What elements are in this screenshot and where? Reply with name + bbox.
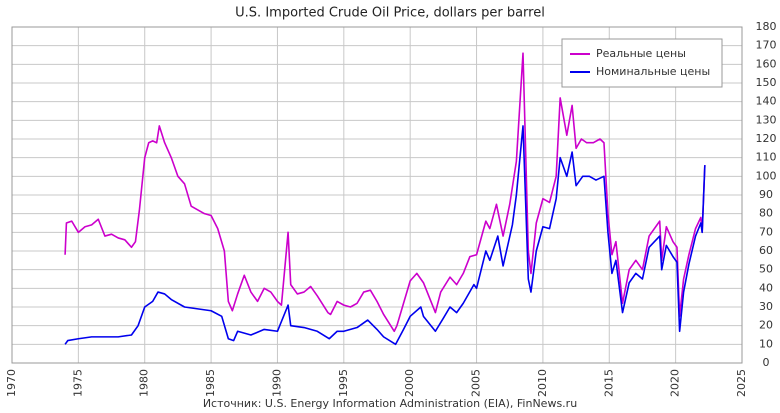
y-tick-label: 100	[756, 169, 777, 182]
y-tick-label: 180	[756, 20, 777, 33]
x-tick-label: 2010	[536, 369, 549, 397]
y-tick-label: 130	[756, 113, 777, 126]
x-tick-label: 1970	[5, 369, 18, 397]
chart-title: U.S. Imported Crude Oil Price, dollars p…	[235, 6, 545, 21]
x-tick-label: 1995	[337, 369, 350, 397]
plot-frame	[11, 26, 743, 364]
y-tick-label: 90	[759, 188, 773, 201]
source: Источник: U.S. Energy Information Admini…	[203, 397, 577, 410]
y-tick-label: 50	[759, 263, 773, 276]
series-line	[64, 125, 706, 346]
x-tick-label: 2005	[470, 369, 483, 397]
legend-label: Реальные цены	[596, 47, 686, 60]
x-tick-label: 2000	[403, 369, 416, 397]
y-tick-label: 70	[759, 225, 773, 238]
y-tick-label: 150	[756, 76, 777, 89]
x-tick-label: 2020	[669, 369, 682, 397]
y-tick-label: 10	[759, 337, 773, 350]
y-tick-label: 110	[756, 151, 777, 164]
legend-box	[561, 38, 723, 88]
y-tick-label: 60	[759, 244, 773, 257]
x-tick-label: 1980	[138, 369, 151, 397]
y-tick-label: 160	[756, 57, 777, 70]
y-tick-label: 120	[756, 132, 777, 145]
x-tick-label: 2015	[602, 369, 615, 397]
y-tick-label: 20	[759, 319, 773, 332]
y-tick-label: 0	[763, 356, 770, 369]
legend: Реальные цены Номинальные цены	[561, 38, 723, 88]
y-tick-label: 40	[759, 281, 773, 294]
y-tick-label: 80	[759, 207, 773, 220]
x-tick-label: 1975	[71, 369, 84, 397]
legend-label: Номинальные цены	[596, 65, 710, 78]
x-tick-label: 2025	[735, 369, 748, 397]
series-line	[64, 52, 706, 333]
y-tick-label: 30	[759, 300, 773, 313]
x-tick-label: 1990	[270, 369, 283, 397]
y-tick-label: 170	[756, 39, 777, 52]
y-tick-label: 140	[756, 95, 777, 108]
x-tick-label: 1985	[204, 369, 217, 397]
